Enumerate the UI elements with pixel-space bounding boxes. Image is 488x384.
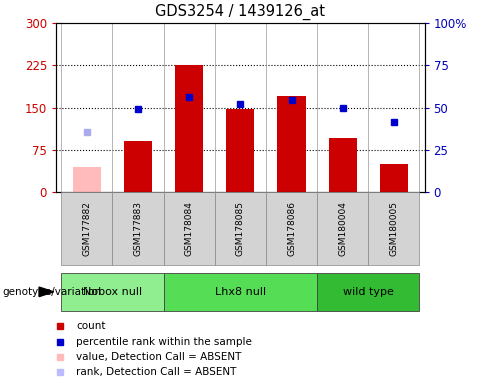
Bar	[112, 192, 163, 265]
Bar	[317, 192, 368, 265]
Text: Lhx8 null: Lhx8 null	[215, 287, 266, 297]
Bar	[278, 96, 305, 192]
Bar	[73, 167, 101, 192]
Bar	[175, 65, 203, 192]
Bar	[163, 273, 317, 311]
Text: genotype/variation: genotype/variation	[2, 287, 102, 297]
Bar	[226, 109, 254, 192]
Bar	[215, 192, 266, 265]
Text: value, Detection Call = ABSENT: value, Detection Call = ABSENT	[77, 352, 242, 362]
Text: rank, Detection Call = ABSENT: rank, Detection Call = ABSENT	[77, 367, 237, 377]
Polygon shape	[39, 287, 54, 297]
Text: GSM177882: GSM177882	[82, 201, 91, 256]
Bar	[61, 192, 112, 265]
Bar	[368, 192, 420, 265]
Text: GSM178085: GSM178085	[236, 201, 245, 256]
Bar	[328, 139, 357, 192]
Title: GDS3254 / 1439126_at: GDS3254 / 1439126_at	[155, 4, 325, 20]
Text: percentile rank within the sample: percentile rank within the sample	[77, 337, 252, 347]
Text: wild type: wild type	[343, 287, 394, 297]
Bar	[380, 164, 408, 192]
Text: count: count	[77, 321, 106, 331]
Text: GSM180005: GSM180005	[389, 201, 398, 256]
Bar	[124, 141, 152, 192]
Bar	[317, 273, 420, 311]
Bar	[266, 192, 317, 265]
Text: GSM178084: GSM178084	[184, 201, 194, 256]
Bar	[61, 273, 163, 311]
Text: GSM177883: GSM177883	[134, 201, 142, 256]
Text: GSM180004: GSM180004	[338, 201, 347, 256]
Text: Nobox null: Nobox null	[83, 287, 142, 297]
Bar	[163, 192, 215, 265]
Text: GSM178086: GSM178086	[287, 201, 296, 256]
